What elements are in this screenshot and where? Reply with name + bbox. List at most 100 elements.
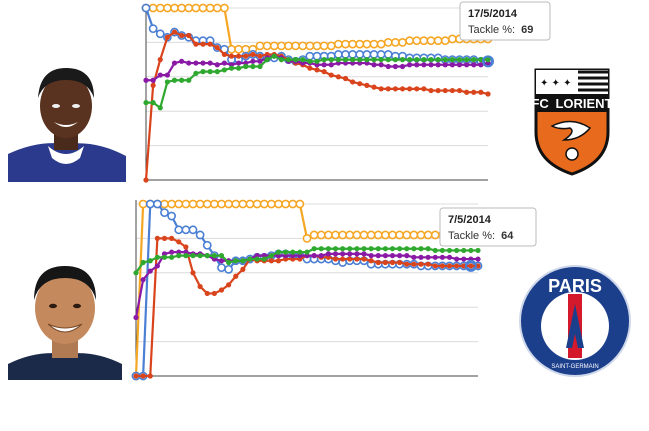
point-green-top-6[interactable] [186, 77, 192, 83]
point-green-bottom-45[interactable] [454, 247, 460, 254]
point-purple-top-35[interactable] [392, 63, 398, 70]
point-purple-top-34[interactable] [385, 63, 391, 70]
point-purple-top-3[interactable] [164, 72, 170, 78]
point-blue-bottom-3[interactable] [152, 199, 162, 209]
point-orange-top-28[interactable] [341, 39, 350, 49]
point-red-top-39[interactable] [421, 86, 427, 92]
point-green-bottom-29[interactable] [340, 246, 346, 252]
point-red-bottom-0[interactable] [133, 373, 139, 379]
point-orange-bottom-31[interactable] [352, 230, 362, 240]
point-purple-top-15[interactable] [250, 58, 256, 64]
point-orange-bottom-39[interactable] [409, 230, 419, 240]
point-orange-bottom-5[interactable] [167, 199, 177, 209]
point-orange-top-35[interactable] [390, 38, 400, 47]
point-green-top-4[interactable] [171, 77, 178, 83]
point-orange-top-23[interactable] [305, 41, 315, 51]
point-red-top-26[interactable] [328, 72, 334, 78]
point-green-bottom-11[interactable] [211, 253, 217, 259]
point-red-bottom-6[interactable] [176, 239, 182, 245]
point-green-bottom-23[interactable] [297, 249, 303, 255]
point-green-top-21[interactable] [293, 57, 299, 63]
point-purple-top-13[interactable] [236, 60, 242, 66]
point-green-top-30[interactable] [357, 57, 363, 63]
point-purple-bottom-48[interactable] [475, 256, 481, 262]
point-blue-bottom-7[interactable] [181, 225, 191, 235]
point-red-top-29[interactable] [350, 79, 356, 85]
point-green-top-35[interactable] [392, 57, 398, 63]
point-red-top-34[interactable] [385, 86, 391, 92]
point-orange-bottom-20[interactable] [274, 199, 283, 209]
point-orange-top-19[interactable] [276, 41, 286, 51]
point-orange-bottom-33[interactable] [366, 230, 376, 240]
point-orange-bottom-6[interactable] [174, 199, 184, 209]
point-green-bottom-21[interactable] [283, 249, 289, 255]
point-red-bottom-20[interactable] [275, 258, 282, 264]
point-purple-top-32[interactable] [371, 62, 377, 68]
point-purple-top-41[interactable] [435, 62, 441, 68]
point-blue-bottom-4[interactable] [160, 208, 169, 217]
point-red-top-24[interactable] [314, 67, 320, 73]
point-green-top-2[interactable] [157, 105, 163, 111]
point-red-top-13[interactable] [236, 53, 242, 59]
point-red-top-37[interactable] [407, 86, 413, 92]
point-red-top-9[interactable] [207, 41, 213, 47]
point-green-top-45[interactable] [464, 57, 470, 63]
point-purple-top-0[interactable] [143, 77, 149, 83]
point-blue-top-31[interactable] [362, 50, 372, 59]
point-purple-bottom-0[interactable] [133, 314, 139, 321]
point-purple-top-7[interactable] [193, 60, 199, 66]
point-orange-bottom-21[interactable] [281, 199, 291, 209]
point-red-bottom-3[interactable] [154, 235, 160, 241]
point-orange-top-33[interactable] [376, 39, 386, 49]
point-purple-bottom-12[interactable] [218, 258, 225, 264]
point-purple-bottom-30[interactable] [347, 251, 353, 257]
point-purple-top-39[interactable] [421, 62, 427, 68]
point-purple-bottom-40[interactable] [418, 254, 424, 260]
point-red-top-40[interactable] [428, 87, 434, 94]
point-red-bottom-12[interactable] [218, 287, 225, 293]
point-green-bottom-39[interactable] [411, 246, 417, 252]
point-purple-top-42[interactable] [442, 62, 448, 68]
point-orange-top-7[interactable] [191, 3, 201, 13]
point-red-top-5[interactable] [179, 32, 185, 39]
point-green-bottom-31[interactable] [354, 246, 360, 252]
point-red-bottom-5[interactable] [169, 235, 175, 241]
point-orange-bottom-25[interactable] [309, 230, 319, 240]
point-green-bottom-17[interactable] [254, 256, 260, 262]
point-purple-top-26[interactable] [328, 62, 334, 68]
point-orange-bottom-29[interactable] [338, 230, 348, 240]
point-red-bottom-39[interactable] [411, 261, 417, 267]
point-orange-bottom-37[interactable] [395, 230, 405, 240]
point-orange-bottom-32[interactable] [359, 230, 369, 240]
point-purple-bottom-44[interactable] [446, 254, 453, 260]
point-purple-bottom-28[interactable] [332, 251, 339, 257]
point-green-bottom-15[interactable] [240, 258, 246, 264]
point-purple-top-6[interactable] [186, 60, 192, 66]
point-red-top-8[interactable] [200, 41, 206, 47]
point-green-top-10[interactable] [214, 69, 220, 75]
point-purple-bottom-34[interactable] [375, 253, 381, 259]
point-orange-bottom-7[interactable] [181, 199, 191, 209]
point-purple-bottom-42[interactable] [432, 254, 438, 260]
point-green-top-1[interactable] [150, 100, 156, 106]
point-orange-bottom-41[interactable] [423, 230, 433, 240]
point-purple-bottom-39[interactable] [411, 254, 417, 260]
point-green-bottom-7[interactable] [183, 253, 189, 259]
point-purple-bottom-29[interactable] [340, 251, 346, 257]
point-orange-top-12[interactable] [227, 44, 236, 54]
point-green-top-38[interactable] [414, 57, 420, 63]
point-red-bottom-4[interactable] [161, 235, 168, 241]
point-red-bottom-30[interactable] [347, 256, 353, 262]
point-red-top-7[interactable] [193, 41, 199, 47]
point-green-bottom-6[interactable] [176, 253, 182, 259]
point-orange-top-32[interactable] [369, 39, 379, 49]
point-green-bottom-47[interactable] [468, 247, 474, 254]
point-green-top-34[interactable] [385, 57, 391, 63]
point-red-top-6[interactable] [186, 32, 192, 39]
point-red-top-30[interactable] [357, 81, 363, 87]
point-green-bottom-25[interactable] [311, 246, 317, 252]
point-green-bottom-8[interactable] [190, 253, 196, 259]
point-orange-bottom-15[interactable] [238, 199, 248, 209]
point-red-bottom-32[interactable] [361, 256, 367, 262]
point-purple-top-40[interactable] [428, 62, 434, 68]
